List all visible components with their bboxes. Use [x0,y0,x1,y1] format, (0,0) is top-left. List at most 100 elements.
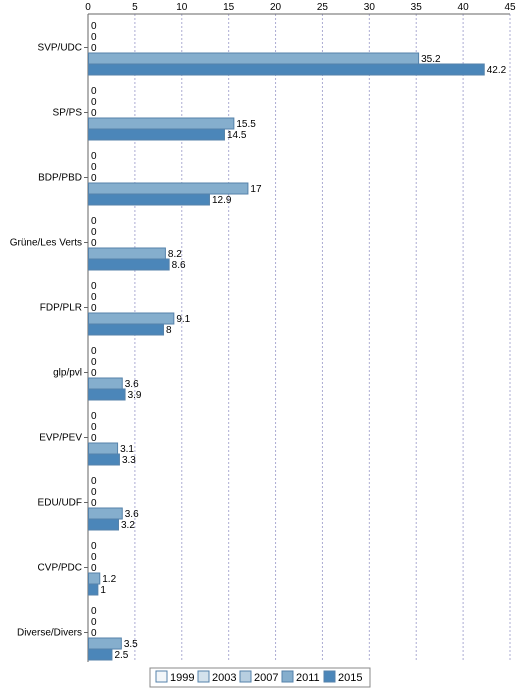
value-label: 0 [91,357,97,368]
value-label: 8 [166,325,172,336]
value-label: 0 [91,498,97,509]
value-label: 3.1 [120,444,134,455]
bar [89,194,210,205]
value-label: 3.2 [121,520,135,531]
category-label: EDU/UDF [38,498,82,509]
bar [89,64,485,75]
bar [89,53,419,64]
value-label: 0 [91,173,97,184]
value-label: 35.2 [421,54,441,65]
legend-swatch [282,671,293,682]
x-tick-label: 30 [364,2,376,13]
value-label: 1 [100,585,106,596]
value-label: 0 [91,238,97,249]
x-tick-label: 25 [317,2,329,13]
value-label: 0 [91,476,97,487]
bar [89,573,100,584]
value-label: 0 [91,151,97,162]
category-label: Grüne/Les Verts [10,238,82,249]
category-label: FDP/PLR [40,303,82,314]
value-label: 8.2 [168,249,182,260]
legend-label: 1999 [170,672,194,684]
category-label: SVP/UDC [38,43,82,54]
legend-label: 2011 [296,672,320,684]
value-label: 0 [91,617,97,628]
bar [89,638,122,649]
category-label: glp/pvl [53,368,82,379]
x-tick-label: 15 [223,2,235,13]
value-label: 3.5 [124,639,138,650]
category-label: CVP/PDC [38,563,82,574]
x-tick-label: 10 [176,2,188,13]
x-tick-label: 0 [85,2,91,13]
value-label: 0 [91,303,97,314]
value-label: 0 [91,21,97,32]
grouped-bar-chart: 051015202530354045SVP/UDC00035.242.2SP/P… [0,0,520,700]
bar [89,313,174,324]
value-label: 0 [91,97,97,108]
value-label: 0 [91,86,97,97]
value-label: 2.5 [114,650,128,661]
bar [89,519,119,530]
category-label: BDP/PBD [38,173,82,184]
x-tick-label: 5 [132,2,138,13]
value-label: 8.6 [172,260,186,271]
value-label: 9.1 [176,314,190,325]
bar [89,118,234,129]
value-label: 15.5 [236,119,256,130]
bar [89,649,112,660]
value-label: 0 [91,552,97,563]
legend-swatch [156,671,167,682]
value-label: 0 [91,487,97,498]
bar [89,508,123,519]
value-label: 0 [91,162,97,173]
value-label: 0 [91,606,97,617]
value-label: 0 [91,227,97,238]
x-tick-label: 35 [411,2,423,13]
bar [89,584,98,595]
value-label: 0 [91,32,97,43]
legend-label: 2007 [254,672,278,684]
x-tick-label: 20 [270,2,282,13]
value-label: 0 [91,411,97,422]
value-label: 3.9 [128,390,142,401]
value-label: 17 [250,184,262,195]
category-label: EVP/PEV [39,433,82,444]
value-label: 0 [91,563,97,574]
value-label: 0 [91,281,97,292]
x-tick-label: 45 [504,2,516,13]
bar [89,378,123,389]
value-label: 0 [91,422,97,433]
value-label: 0 [91,368,97,379]
bar [89,454,120,465]
value-label: 3.3 [122,455,136,466]
bar [89,443,118,454]
value-label: 3.6 [125,379,139,390]
value-label: 42.2 [487,65,507,76]
category-label: SP/PS [53,108,83,119]
value-label: 0 [91,541,97,552]
bar [89,129,225,140]
legend-swatch [324,671,335,682]
legend-label: 2015 [338,672,362,684]
value-label: 0 [91,216,97,227]
category-label: Diverse/Divers [17,628,82,639]
bar [89,248,166,259]
value-label: 3.6 [125,509,139,520]
value-label: 12.9 [212,195,232,206]
value-label: 14.5 [227,130,247,141]
legend-swatch [240,671,251,682]
value-label: 0 [91,43,97,54]
bar [89,389,126,400]
value-label: 1.2 [102,574,116,585]
legend-swatch [198,671,209,682]
value-label: 0 [91,628,97,639]
value-label: 0 [91,292,97,303]
bar [89,183,248,194]
x-tick-label: 40 [458,2,470,13]
value-label: 0 [91,433,97,444]
legend-label: 2003 [212,672,236,684]
value-label: 0 [91,108,97,119]
value-label: 0 [91,346,97,357]
bar [89,324,164,335]
